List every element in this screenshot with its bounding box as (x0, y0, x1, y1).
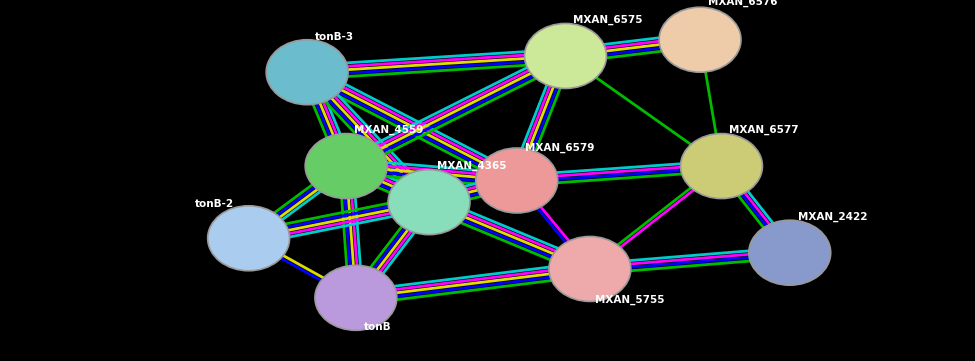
Text: MXAN_4559: MXAN_4559 (354, 125, 423, 135)
Text: MXAN_5755: MXAN_5755 (595, 295, 664, 305)
Ellipse shape (208, 206, 290, 271)
Text: tonB: tonB (364, 322, 391, 332)
Text: MXAN_6579: MXAN_6579 (525, 143, 594, 153)
Ellipse shape (305, 134, 387, 199)
Text: MXAN_2422: MXAN_2422 (798, 212, 867, 222)
Text: MXAN_4365: MXAN_4365 (437, 161, 506, 171)
Ellipse shape (266, 40, 348, 105)
Text: tonB-2: tonB-2 (195, 199, 234, 209)
Text: MXAN_6577: MXAN_6577 (729, 125, 799, 135)
Ellipse shape (659, 7, 741, 72)
Ellipse shape (525, 23, 606, 88)
Ellipse shape (315, 265, 397, 330)
Text: MXAN_6576: MXAN_6576 (708, 0, 777, 7)
Ellipse shape (549, 236, 631, 301)
Ellipse shape (476, 148, 558, 213)
Ellipse shape (749, 220, 831, 285)
Ellipse shape (388, 170, 470, 235)
Text: MXAN_6575: MXAN_6575 (573, 15, 643, 25)
Text: tonB-3: tonB-3 (315, 31, 354, 42)
Ellipse shape (681, 134, 762, 199)
